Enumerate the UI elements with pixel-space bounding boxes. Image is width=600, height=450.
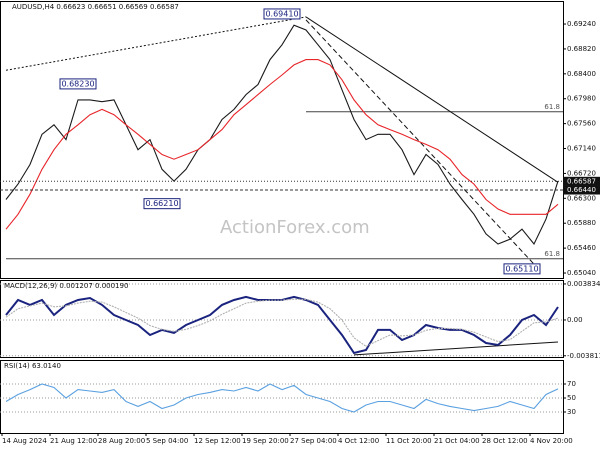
- price-annotation: 0.68230: [61, 79, 94, 88]
- x-tick-label: 19 Sep 20:00: [242, 437, 289, 445]
- y-tick-label: 0.66720: [567, 169, 596, 177]
- price-marker: [563, 176, 600, 186]
- series-line: [5, 24, 559, 246]
- y-tick-label: 0.65460: [567, 244, 596, 252]
- trend-line: [353, 341, 559, 356]
- y-tick-label: 0.65880: [567, 219, 596, 227]
- x-tick-label: 5 Sep 04:00: [146, 437, 188, 445]
- price-annotation-box: [59, 78, 97, 90]
- x-tick-label: 21 Aug 12:00: [50, 437, 97, 445]
- price-annotation: 0.66210: [145, 199, 178, 208]
- price-annotation-box: [263, 8, 301, 20]
- x-tick-label: 27 Sep 04:00: [290, 437, 337, 445]
- y-tick-label: 0.003834: [567, 280, 600, 288]
- price-annotation-box: [143, 198, 181, 210]
- panel-border: [0, 360, 564, 434]
- x-tick-label: 28 Oct 12:00: [482, 437, 528, 445]
- y-tick-label: 0.67140: [567, 145, 596, 153]
- fib-label: 61.8: [544, 250, 560, 258]
- y-tick-label: 50: [567, 394, 576, 402]
- y-tick-label: 0.00: [567, 316, 583, 324]
- price-marker: [563, 185, 600, 195]
- series-line: [5, 383, 559, 413]
- price-marker-label: 0.66587: [567, 177, 596, 185]
- x-tick-label: 14 Aug 2024: [2, 437, 47, 445]
- watermark: ActionForex.com: [220, 217, 370, 238]
- series-line: [5, 298, 559, 347]
- x-tick-label: 28 Aug 20:00: [98, 437, 145, 445]
- price-annotation-box: [503, 263, 541, 275]
- y-tick-label: 30: [567, 408, 576, 416]
- y-tick-label: 0.67980: [567, 95, 596, 103]
- trend-line: [5, 16, 307, 71]
- x-tick-label: 11 Oct 20:00: [386, 437, 432, 445]
- panel-title: MACD(12,26,9) 0.001207 0.000190: [4, 282, 128, 290]
- price-marker-label: 0.66440: [567, 186, 596, 194]
- y-tick-label: 0.68400: [567, 70, 596, 78]
- trend-line: [305, 16, 559, 183]
- panel-title: RSI(14) 63.0140: [4, 362, 61, 370]
- fib-label: 61.8: [544, 103, 560, 111]
- y-tick-label: 0.65040: [567, 269, 596, 277]
- y-tick-label: 0.69240: [567, 20, 596, 28]
- x-tick-label: 12 Sep 12:00: [194, 437, 241, 445]
- panel-border: [0, 1, 564, 279]
- x-tick-label: 4 Nov 20:00: [530, 437, 573, 445]
- y-tick-label: 0.66300: [567, 194, 596, 202]
- y-tick-label: -0.003811: [567, 352, 600, 360]
- panel-border: [0, 280, 564, 358]
- y-tick-label: 0.68820: [567, 45, 596, 53]
- series-line: [5, 59, 559, 230]
- x-tick-label: 4 Oct 12:00: [338, 437, 379, 445]
- x-tick-label: 21 Oct 04:00: [434, 437, 480, 445]
- series-line: [5, 295, 559, 355]
- y-tick-label: 0.67560: [567, 120, 596, 128]
- price-annotation: 0.65110: [505, 264, 538, 273]
- y-tick-label: 70: [567, 380, 576, 388]
- panel-title: AUDUSD,H4 0.66623 0.66651 0.66569 0.6658…: [12, 3, 179, 11]
- price-annotation: 0.69410: [265, 9, 298, 18]
